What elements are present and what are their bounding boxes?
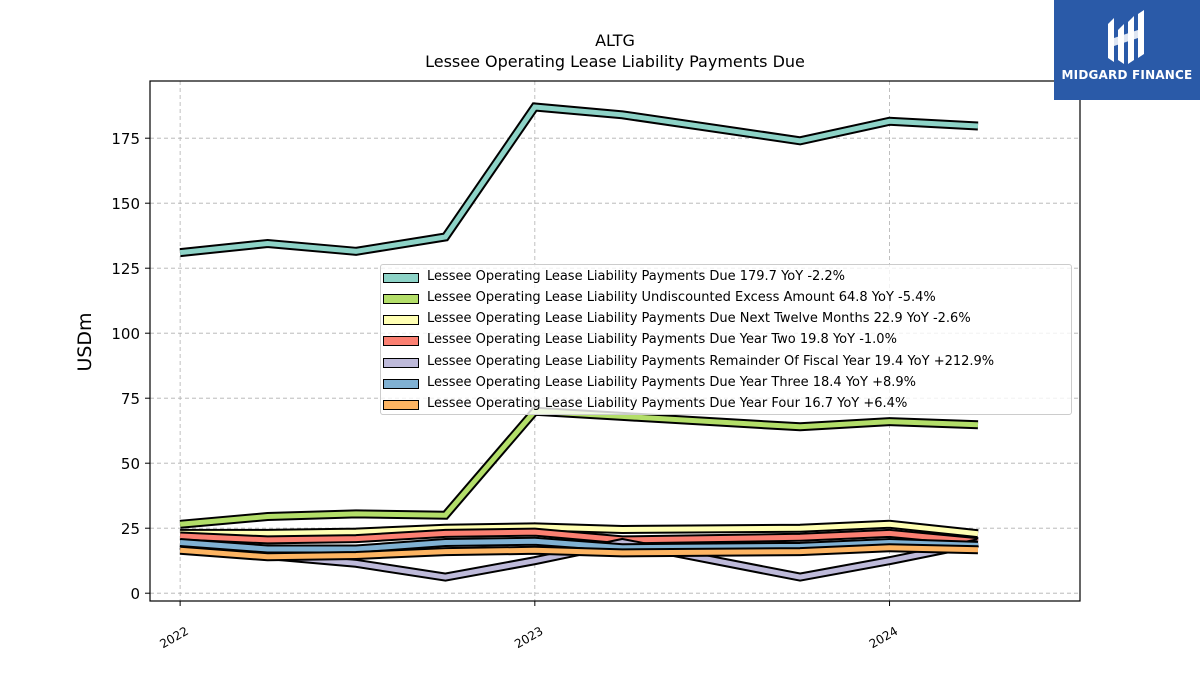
y-tick-label: 50 bbox=[121, 455, 140, 473]
legend-label: Lessee Operating Lease Liability Payment… bbox=[427, 396, 908, 411]
series-layer bbox=[179, 102, 979, 582]
legend-swatch bbox=[383, 379, 419, 389]
legend-label: Lessee Operating Lease Liability Undisco… bbox=[427, 290, 936, 305]
chart-subtitle: Lessee Operating Lease Liability Payment… bbox=[425, 52, 805, 71]
logo-mark-icon bbox=[1108, 10, 1144, 64]
y-tick-label: 175 bbox=[111, 130, 140, 148]
series-line bbox=[179, 104, 979, 256]
logo-text: MIDGARD FINANCE bbox=[1061, 68, 1193, 82]
y-tick-label: 75 bbox=[121, 390, 140, 408]
legend-swatch bbox=[383, 336, 419, 346]
axis-layer: 0 25 50 75 100 125 150 175 2022 2023 2024 bbox=[111, 130, 900, 651]
y-tick-label: 25 bbox=[121, 520, 140, 538]
legend-swatch bbox=[383, 400, 419, 410]
chart-title: ALTG bbox=[595, 31, 635, 50]
legend-item: Lessee Operating Lease Liability Payment… bbox=[381, 267, 1071, 288]
legend-label: Lessee Operating Lease Liability Payment… bbox=[427, 332, 897, 347]
legend-label: Lessee Operating Lease Liability Payment… bbox=[427, 269, 846, 284]
chart-legend: Lessee Operating Lease Liability Payment… bbox=[380, 264, 1072, 415]
plot-frame bbox=[149, 80, 1081, 602]
midgard-finance-logo: MIDGARD FINANCE bbox=[1054, 0, 1200, 100]
series-line bbox=[179, 408, 979, 527]
legend-swatch bbox=[383, 294, 419, 304]
legend-swatch bbox=[383, 358, 419, 368]
legend-label: Lessee Operating Lease Liability Payment… bbox=[427, 375, 916, 390]
series-line bbox=[179, 538, 979, 552]
y-tick-label: 125 bbox=[111, 260, 140, 278]
x-tick-label: 2022 bbox=[157, 624, 190, 651]
legend-item: Lessee Operating Lease Liability Undisco… bbox=[381, 288, 1071, 309]
y-tick-label: 150 bbox=[111, 195, 140, 213]
series-line bbox=[179, 545, 979, 560]
legend-item: Lessee Operating Lease Liability Payment… bbox=[381, 394, 1071, 415]
y-tick-label: 100 bbox=[111, 325, 140, 343]
x-tick-label: 2023 bbox=[512, 624, 545, 651]
series-line bbox=[180, 521, 979, 537]
legend-item: Lessee Operating Lease Liability Payment… bbox=[381, 309, 1071, 330]
legend-item: Lessee Operating Lease Liability Payment… bbox=[381, 373, 1071, 394]
legend-swatch bbox=[383, 315, 419, 325]
legend-label: Lessee Operating Lease Liability Payment… bbox=[427, 311, 971, 326]
legend-item: Lessee Operating Lease Liability Payment… bbox=[381, 352, 1071, 373]
legend-label: Lessee Operating Lease Liability Payment… bbox=[427, 354, 995, 369]
legend-item: Lessee Operating Lease Liability Payment… bbox=[381, 330, 1071, 351]
series-line bbox=[179, 529, 979, 545]
y-tick-label: 0 bbox=[130, 585, 140, 603]
x-tick-label: 2024 bbox=[867, 624, 900, 651]
y-axis-label: USDm bbox=[74, 312, 96, 371]
series-line-outline bbox=[179, 406, 979, 529]
legend-swatch bbox=[383, 273, 419, 283]
